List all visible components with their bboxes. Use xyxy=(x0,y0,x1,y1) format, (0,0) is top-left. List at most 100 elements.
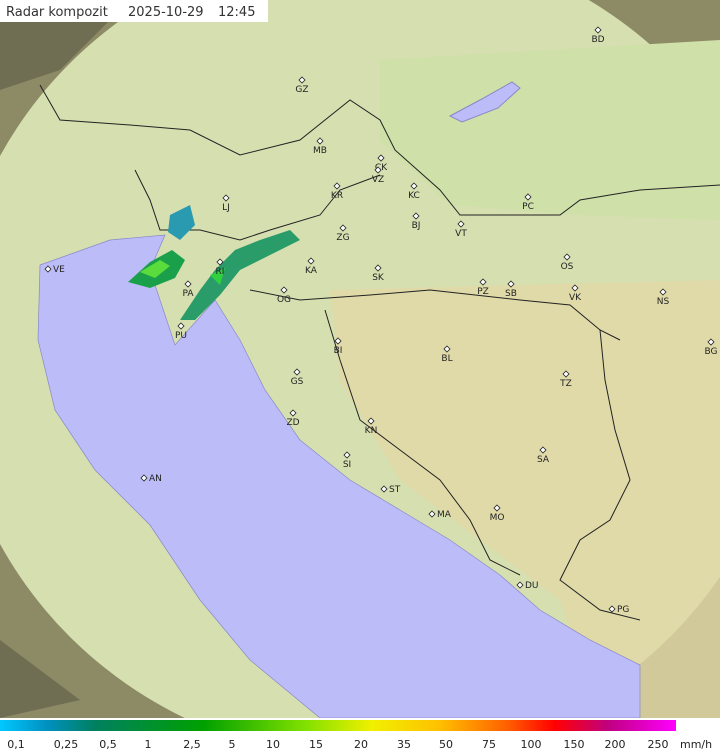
place-label: OG xyxy=(277,295,291,305)
place-marker xyxy=(334,337,342,345)
place-label: BG xyxy=(705,347,718,357)
place-marker xyxy=(563,253,571,261)
place-label: ST xyxy=(389,485,401,495)
place-marker xyxy=(659,288,667,296)
legend-label: 0,1 xyxy=(7,738,25,751)
place-label: VE xyxy=(53,265,65,275)
place-label: BI xyxy=(334,346,343,356)
place-marker xyxy=(594,26,602,34)
legend-label: 150 xyxy=(564,738,585,751)
place-marker xyxy=(298,76,306,84)
place-label: DU xyxy=(525,581,539,591)
place-marker xyxy=(707,338,715,346)
title-box xyxy=(0,0,268,22)
legend-label: 100 xyxy=(521,738,542,751)
place-marker xyxy=(443,345,451,353)
place-label: PU xyxy=(175,331,187,341)
legend-label: 5 xyxy=(229,738,236,751)
legend-label: 10 xyxy=(266,738,280,751)
place-marker xyxy=(343,451,351,459)
place-label: RI xyxy=(216,267,225,277)
place-marker xyxy=(539,446,547,454)
place-marker xyxy=(516,581,524,589)
place-marker xyxy=(608,605,616,613)
date: 2025-10-29 xyxy=(128,5,204,20)
color-scale xyxy=(0,720,676,731)
place-label: TZ xyxy=(559,379,572,389)
precipitation xyxy=(128,205,300,320)
place-label: MA xyxy=(437,510,452,520)
place-marker xyxy=(140,474,148,482)
place-marker xyxy=(44,265,52,273)
place-marker xyxy=(571,284,579,292)
lake xyxy=(448,81,521,123)
outer-shade xyxy=(0,0,130,718)
place-label: LJ xyxy=(222,203,230,213)
legend-label: 0,5 xyxy=(99,738,117,751)
place-label: BL xyxy=(441,354,452,364)
place-label: KN xyxy=(365,426,378,436)
place-marker xyxy=(177,322,185,330)
legend-label: 0,25 xyxy=(54,738,79,751)
place-marker xyxy=(184,280,192,288)
place-label: VK xyxy=(569,293,582,303)
place-marker xyxy=(374,166,382,174)
place-marker xyxy=(562,370,570,378)
plain xyxy=(380,40,720,220)
place-label: MO xyxy=(490,513,505,523)
place-marker xyxy=(316,137,324,145)
place-label: ZG xyxy=(336,233,349,243)
place-label: KA xyxy=(305,266,318,276)
place-label: BJ xyxy=(412,221,421,231)
place-label: VZ xyxy=(372,175,384,185)
legend-label: 15 xyxy=(309,738,323,751)
place-marker xyxy=(374,264,382,272)
legend-label: 75 xyxy=(482,738,496,751)
place-label: PZ xyxy=(477,287,489,297)
place-label: PA xyxy=(182,289,194,299)
place-label: OS xyxy=(561,262,574,272)
place-label: GS xyxy=(291,377,304,387)
place-label: GZ xyxy=(295,85,308,95)
place-marker xyxy=(289,409,297,417)
place-label: KC xyxy=(408,191,420,201)
place-marker xyxy=(507,280,515,288)
place-marker xyxy=(307,257,315,265)
place-marker xyxy=(380,485,388,493)
time: 12:45 xyxy=(218,5,255,20)
place-label: PG xyxy=(617,605,629,615)
title: Radar kompozit xyxy=(6,5,108,20)
place-label: ZD xyxy=(286,418,299,428)
place-label: CK xyxy=(375,163,388,173)
place-marker xyxy=(222,194,230,202)
borders xyxy=(39,84,720,621)
legend-label: 20 xyxy=(354,738,368,751)
place-marker xyxy=(293,368,301,376)
place-marker xyxy=(410,182,418,190)
place-label: PC xyxy=(522,202,534,212)
place-label: SA xyxy=(537,455,550,465)
terrain xyxy=(330,280,720,718)
place-marker xyxy=(216,258,224,266)
place-label: VT xyxy=(455,229,467,239)
place-label: NS xyxy=(657,297,670,307)
place-marker xyxy=(339,224,347,232)
place-marker xyxy=(428,510,436,518)
place-label: SK xyxy=(372,273,385,283)
legend-label: 200 xyxy=(605,738,626,751)
place-marker xyxy=(280,286,288,294)
place-marker xyxy=(524,193,532,201)
legend-label: 2,5 xyxy=(183,738,201,751)
place-label: SB xyxy=(505,289,517,299)
place-marker xyxy=(367,417,375,425)
legend-label: 1 xyxy=(145,738,152,751)
place-marker xyxy=(412,212,420,220)
place-marker xyxy=(333,182,341,190)
place-marker xyxy=(479,278,487,286)
legend-unit: mm/h xyxy=(680,738,712,751)
legend-label: 250 xyxy=(648,738,669,751)
place-label: BD xyxy=(591,35,604,45)
place-marker xyxy=(493,504,501,512)
place-marker xyxy=(457,220,465,228)
